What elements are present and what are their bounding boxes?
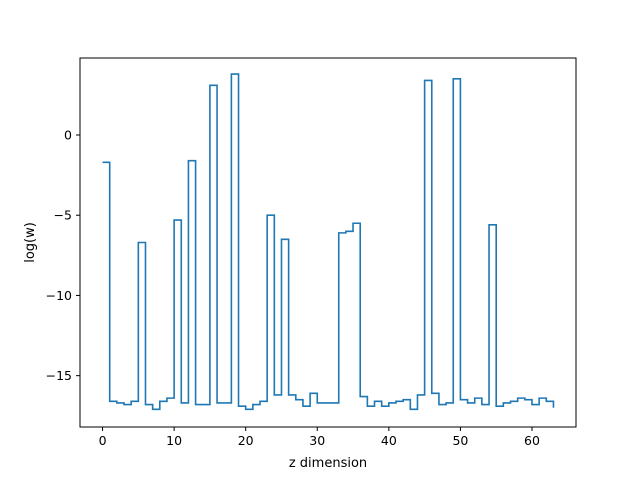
x-axis-label: z dimension	[289, 456, 367, 471]
y-tick-label: −5	[54, 208, 72, 223]
x-tick-label: 10	[166, 433, 182, 448]
series-line-0	[102, 73, 555, 411]
x-tick-label: 50	[452, 433, 468, 448]
y-tick-label: −15	[46, 368, 72, 383]
plot-area	[80, 58, 576, 427]
y-tick-label: −10	[46, 288, 72, 303]
plot-frame	[79, 57, 577, 428]
x-tick-label: 60	[524, 433, 540, 448]
series-layer	[102, 73, 555, 411]
x-tick-label: 30	[309, 433, 325, 448]
y-axis-label: log(w)	[23, 222, 38, 263]
x-axis-ticks: 0 10 20 30 40 50 60	[99, 427, 540, 448]
y-tick-label: 0	[64, 128, 72, 143]
x-tick-label: 0	[99, 433, 107, 448]
x-tick-label: 40	[381, 433, 397, 448]
y-axis-ticks: −15 −10 −5 0	[46, 128, 80, 383]
x-tick-label: 20	[238, 433, 254, 448]
